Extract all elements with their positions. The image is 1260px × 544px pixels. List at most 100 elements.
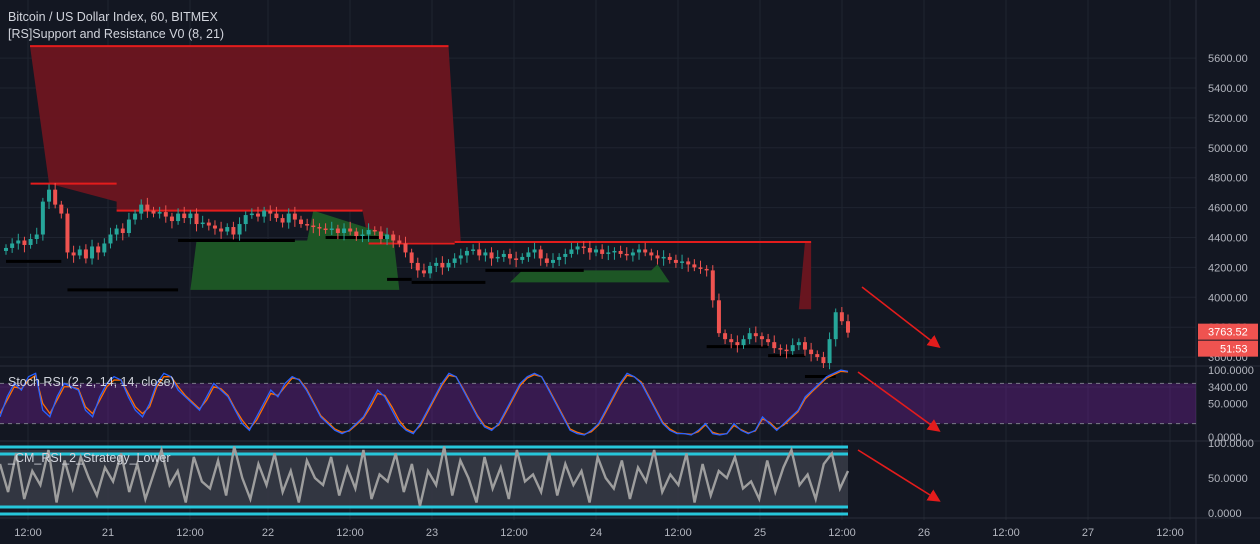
cm-rsi-title[interactable]: _CM_RSI_2_Strategy_Lower [8, 451, 171, 465]
candle-body [397, 240, 402, 244]
candle-body [477, 249, 482, 256]
candle-body [71, 252, 76, 256]
cm-tick-label: 50.0000 [1208, 473, 1248, 485]
candle-body [735, 342, 740, 346]
stoch-rsi-title[interactable]: Stoch RSI (2, 2, 14, 14, close) [8, 375, 175, 389]
candle-body [809, 349, 814, 355]
candle-body [483, 252, 488, 256]
candle-body [16, 240, 21, 244]
candle-body [262, 210, 267, 217]
candle-body [182, 213, 187, 219]
candle-body [47, 189, 52, 202]
time-tick-label: 12:00 [176, 527, 204, 539]
candle-body [385, 234, 390, 239]
countdown-badge [1198, 340, 1258, 357]
candle-body [108, 234, 113, 244]
candle-body [10, 243, 15, 248]
candle-body [22, 240, 27, 245]
candle-body [206, 222, 211, 226]
candle-body [495, 256, 500, 259]
candle-body [133, 213, 138, 220]
candle-body [415, 262, 420, 271]
time-tick-label: 23 [426, 527, 438, 539]
candle-body [704, 268, 709, 271]
candle-body [581, 246, 586, 248]
time-tick-label: 12:00 [664, 527, 692, 539]
candle-body [409, 252, 414, 263]
cm-rsi-pane[interactable] [0, 445, 850, 516]
price-tick-label: 4800.00 [1208, 173, 1248, 185]
candle-body [790, 345, 795, 352]
price-tick-label: 4200.00 [1208, 262, 1248, 274]
candle-body [4, 247, 8, 251]
candle-body [286, 213, 291, 223]
candle-body [151, 210, 156, 214]
candle-body [759, 336, 764, 340]
candle-body [120, 228, 125, 234]
candle-body [452, 258, 457, 263]
candle-body [188, 213, 193, 219]
candle-body [514, 258, 519, 260]
candle-body [83, 249, 88, 259]
stoch-k-line [0, 369, 849, 436]
candle-body [249, 213, 254, 216]
price-tick-label: 5400.00 [1208, 83, 1248, 95]
main-price-pane[interactable] [4, 45, 850, 379]
candle-body [772, 342, 777, 349]
symbol-title[interactable]: Bitcoin / US Dollar Index, 60, BITMEX [8, 10, 218, 24]
candle-body [34, 234, 39, 239]
price-tick-label: 4400.00 [1208, 233, 1248, 245]
candle-body [569, 249, 574, 254]
candle-body [434, 262, 439, 266]
candle-body [741, 339, 746, 346]
stoch-rsi-pane[interactable] [0, 369, 1196, 436]
candle-body [637, 249, 642, 253]
time-tick-label: 12:00 [992, 527, 1020, 539]
candle-body [53, 189, 58, 205]
price-tick-label: 5200.00 [1208, 113, 1248, 125]
annotation-arrow [857, 449, 941, 502]
candle-body [59, 204, 64, 214]
time-tick-label: 26 [918, 527, 930, 539]
candle-body [200, 222, 205, 225]
time-tick-label: 12:00 [336, 527, 364, 539]
candle-body [618, 250, 623, 254]
candle-body [550, 259, 555, 263]
candle-body [471, 249, 476, 251]
candle-body [526, 252, 531, 257]
candle-body [563, 253, 568, 257]
candle-body [833, 312, 838, 340]
candle-body [440, 262, 445, 268]
time-tick-label: 12:00 [1156, 527, 1184, 539]
candle-body [90, 246, 95, 259]
time-tick-label: 25 [754, 527, 766, 539]
candle-body [464, 250, 469, 256]
candle-body [802, 342, 807, 350]
candle-body [329, 228, 334, 231]
indicator-title[interactable]: [RS]Support and Resistance V0 (8, 21) [8, 27, 225, 41]
candle-body [753, 333, 758, 337]
candle-body [778, 348, 783, 350]
candle-body [692, 264, 697, 268]
cm-rsi-line [0, 445, 850, 507]
time-tick-label: 24 [590, 527, 602, 539]
time-tick-label: 12:00 [828, 527, 856, 539]
candle-body [673, 259, 678, 263]
candle-body [846, 321, 850, 333]
time-scale[interactable]: 12:00 21 12:00 22 12:00 23 12:00 24 12:00 25 12:00… [14, 527, 1184, 539]
candle-body [126, 219, 131, 234]
candle-body [391, 234, 396, 241]
candle-body [354, 231, 359, 237]
candle-body [661, 256, 666, 259]
candle-body [163, 212, 168, 217]
candle-body [839, 312, 844, 322]
candle-body [169, 216, 174, 222]
candle-body [342, 228, 347, 234]
candle-body [305, 224, 310, 226]
candle-body [655, 255, 660, 259]
price-scale[interactable]: 5600.00 5400.00 5200.00 5000.00 4800.00 4600.… [1198, 53, 1258, 520]
candle-body [243, 215, 248, 225]
candle-body [255, 213, 260, 217]
candle-body [274, 213, 279, 219]
